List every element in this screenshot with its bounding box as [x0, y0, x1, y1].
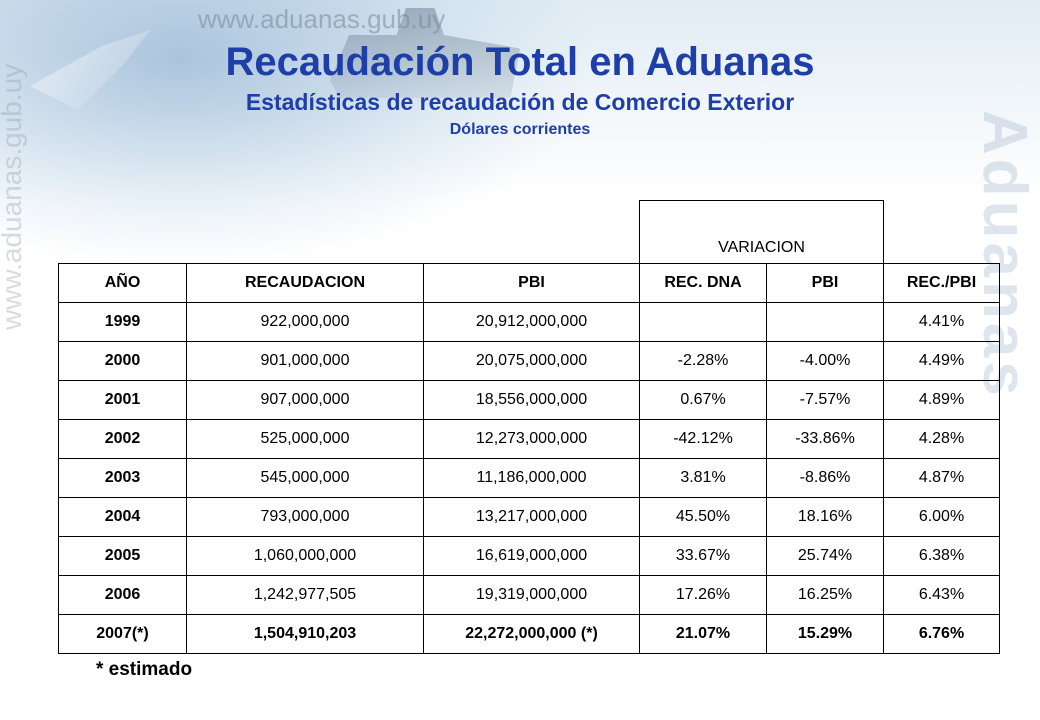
table-cell: 2001: [58, 380, 187, 420]
table-cell: 1,242,977,505: [186, 575, 424, 615]
table-row: 2005 1,060,000,000 16,619,000,000 33.67%…: [58, 536, 1000, 576]
column-header: PBI: [423, 263, 640, 303]
table-cell: 12,273,000,000: [423, 419, 640, 459]
table-cell: 545,000,000: [186, 458, 424, 498]
table-cell: 20,912,000,000: [423, 302, 640, 342]
table-cell: 19,319,000,000: [423, 575, 640, 615]
page-subtitle: Estadísticas de recaudación de Comercio …: [245, 89, 795, 115]
table-cell: 2002: [58, 419, 187, 459]
table-cell: 3.81%: [639, 458, 767, 498]
group-blank-cell: [423, 200, 640, 264]
column-header: AÑO: [58, 263, 187, 303]
table-cell: 2000: [58, 341, 187, 381]
table-cell: 6.76%: [883, 614, 1000, 654]
table-cell: 2004: [58, 497, 187, 537]
table-cell: 22,272,000,000 (*): [423, 614, 640, 654]
group-blank-cell: [59, 201, 187, 264]
table-cell: 2003: [58, 458, 187, 498]
table-cell: 2006: [58, 575, 187, 615]
table-cell: 21.07%: [639, 614, 767, 654]
table-cell: [766, 302, 884, 342]
units-note: Dólares corrientes: [449, 121, 591, 138]
table-row: 2004 793,000,000 13,217,000,000 45.50% 1…: [58, 497, 1000, 537]
variacion-header: VARIACION: [639, 200, 884, 264]
column-header-row: AÑO RECAUDACION PBI REC. DNA PBI REC./PB…: [58, 263, 1000, 303]
table-cell: 6.00%: [883, 497, 1000, 537]
table-cell: 901,000,000: [186, 341, 424, 381]
table-cell: -7.57%: [766, 380, 884, 420]
table-cell: 793,000,000: [186, 497, 424, 537]
table-cell: 4.49%: [883, 341, 1000, 381]
table-cell: -8.86%: [766, 458, 884, 498]
column-header: REC. DNA: [639, 263, 767, 303]
table-row: 2002 525,000,000 12,273,000,000 -42.12% …: [58, 419, 1000, 459]
table-cell: 18,556,000,000: [423, 380, 640, 420]
table-cell: 25.74%: [766, 536, 884, 576]
table-cell: 11,186,000,000: [423, 458, 640, 498]
table-cell: -42.12%: [639, 419, 767, 459]
table-cell: 525,000,000: [186, 419, 424, 459]
table-row: 2000 901,000,000 20,075,000,000 -2.28% -…: [58, 341, 1000, 381]
column-header: REC./PBI: [883, 263, 1000, 303]
footnote: * estimado: [96, 659, 193, 680]
page-title: Recaudación Total en Aduanas: [225, 40, 815, 84]
table-cell: 1,060,000,000: [186, 536, 424, 576]
table-cell: 0.67%: [639, 380, 767, 420]
watermark-url: www.aduanas.gub.uy: [198, 4, 446, 34]
group-blank-cell: [187, 201, 424, 264]
table-row: 2001 907,000,000 18,556,000,000 0.67% -7…: [58, 380, 1000, 420]
table-cell: 18.16%: [766, 497, 884, 537]
table-cell: -33.86%: [766, 419, 884, 459]
group-blank-cell: [883, 200, 1000, 264]
group-header-row: VARIACION: [59, 200, 1000, 264]
table-cell: 20,075,000,000: [423, 341, 640, 381]
table-cell: 2005: [58, 536, 187, 576]
table-cell: 33.67%: [639, 536, 767, 576]
table-cell: 16,619,000,000: [423, 536, 640, 576]
table-cell: 4.41%: [883, 302, 1000, 342]
table-cell: 1999: [58, 302, 187, 342]
table-cell: -4.00%: [766, 341, 884, 381]
table-cell: 2007(*): [58, 614, 187, 654]
table-row-estimated: 2007(*) 1,504,910,203 22,272,000,000 (*)…: [58, 614, 1000, 654]
table-cell: 4.87%: [883, 458, 1000, 498]
table-cell: 907,000,000: [186, 380, 424, 420]
table-cell: 45.50%: [639, 497, 767, 537]
table-cell: 6.38%: [883, 536, 1000, 576]
table-row: 2003 545,000,000 11,186,000,000 3.81% -8…: [58, 458, 1000, 498]
column-header: RECAUDACION: [186, 263, 424, 303]
table-cell: 15.29%: [766, 614, 884, 654]
table-cell: 922,000,000: [186, 302, 424, 342]
table-cell: -2.28%: [639, 341, 767, 381]
table-cell: 17.26%: [639, 575, 767, 615]
table-cell: [639, 302, 767, 342]
table-cell: 1,504,910,203: [186, 614, 424, 654]
table-row: 2006 1,242,977,505 19,319,000,000 17.26%…: [58, 575, 1000, 615]
table-cell: 6.43%: [883, 575, 1000, 615]
column-header: PBI: [766, 263, 884, 303]
table-row: 1999 922,000,000 20,912,000,000 4.41%: [58, 302, 1000, 342]
table-cell: 13,217,000,000: [423, 497, 640, 537]
table-cell: 4.89%: [883, 380, 1000, 420]
revenue-table: VARIACION AÑO RECAUDACION PBI REC. DNA P…: [58, 200, 1000, 654]
table-cell: 16.25%: [766, 575, 884, 615]
table-cell: 4.28%: [883, 419, 1000, 459]
